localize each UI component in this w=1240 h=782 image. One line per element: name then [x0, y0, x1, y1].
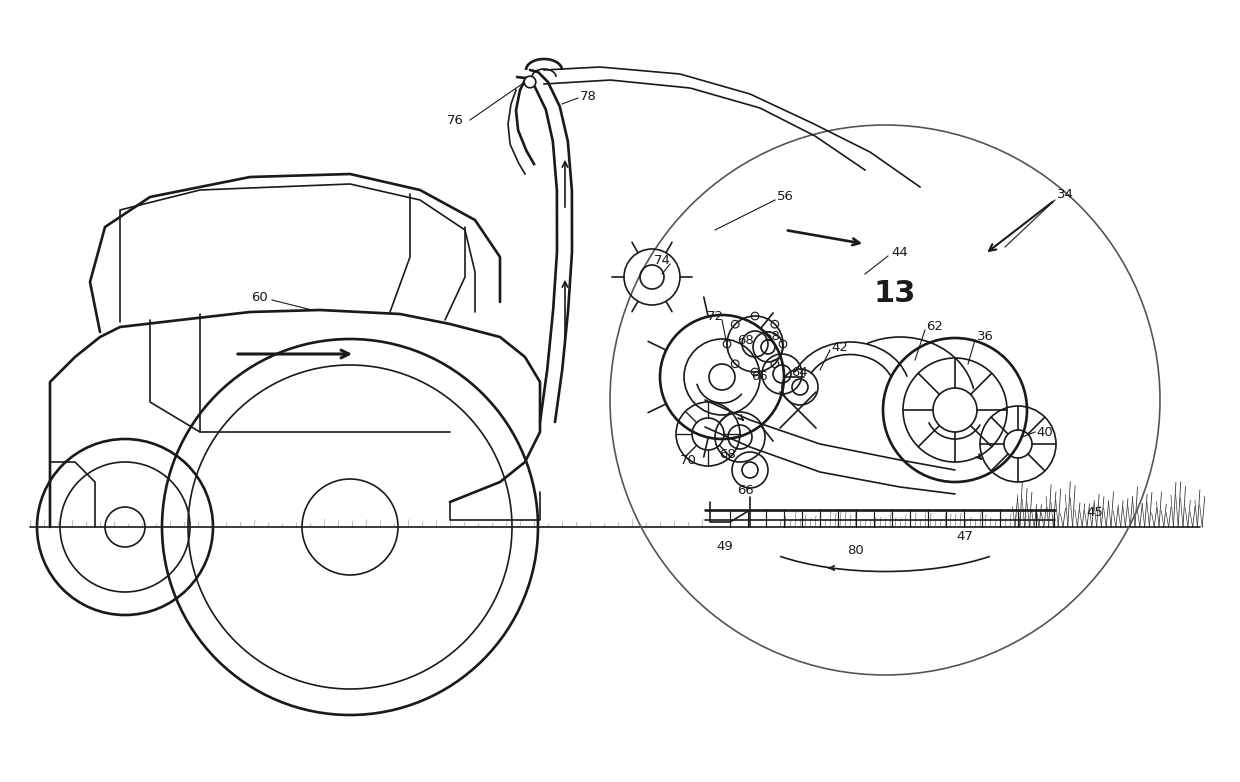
- Text: 42: 42: [832, 340, 848, 353]
- Text: 56: 56: [776, 191, 794, 203]
- Text: 78: 78: [579, 91, 596, 103]
- Text: 74: 74: [653, 253, 671, 267]
- Text: 64: 64: [791, 365, 808, 378]
- Text: 45: 45: [1086, 505, 1104, 518]
- Text: 47: 47: [956, 530, 973, 543]
- Text: 80: 80: [847, 543, 863, 557]
- Text: 66: 66: [751, 371, 769, 383]
- Text: 60: 60: [252, 290, 268, 303]
- Text: 49: 49: [717, 540, 733, 554]
- Text: 66: 66: [737, 483, 754, 497]
- Text: 58: 58: [764, 331, 780, 343]
- Text: 76: 76: [446, 113, 464, 127]
- Text: 70: 70: [680, 454, 697, 467]
- Text: 44: 44: [892, 246, 909, 259]
- Text: 62: 62: [926, 321, 944, 333]
- Text: 13: 13: [874, 279, 916, 309]
- Text: 34: 34: [1056, 188, 1074, 200]
- Text: 68: 68: [719, 447, 737, 461]
- Circle shape: [525, 76, 536, 88]
- Text: 68: 68: [737, 333, 754, 346]
- Text: 40: 40: [1037, 425, 1053, 439]
- Text: 72: 72: [707, 310, 723, 324]
- Text: 36: 36: [977, 331, 993, 343]
